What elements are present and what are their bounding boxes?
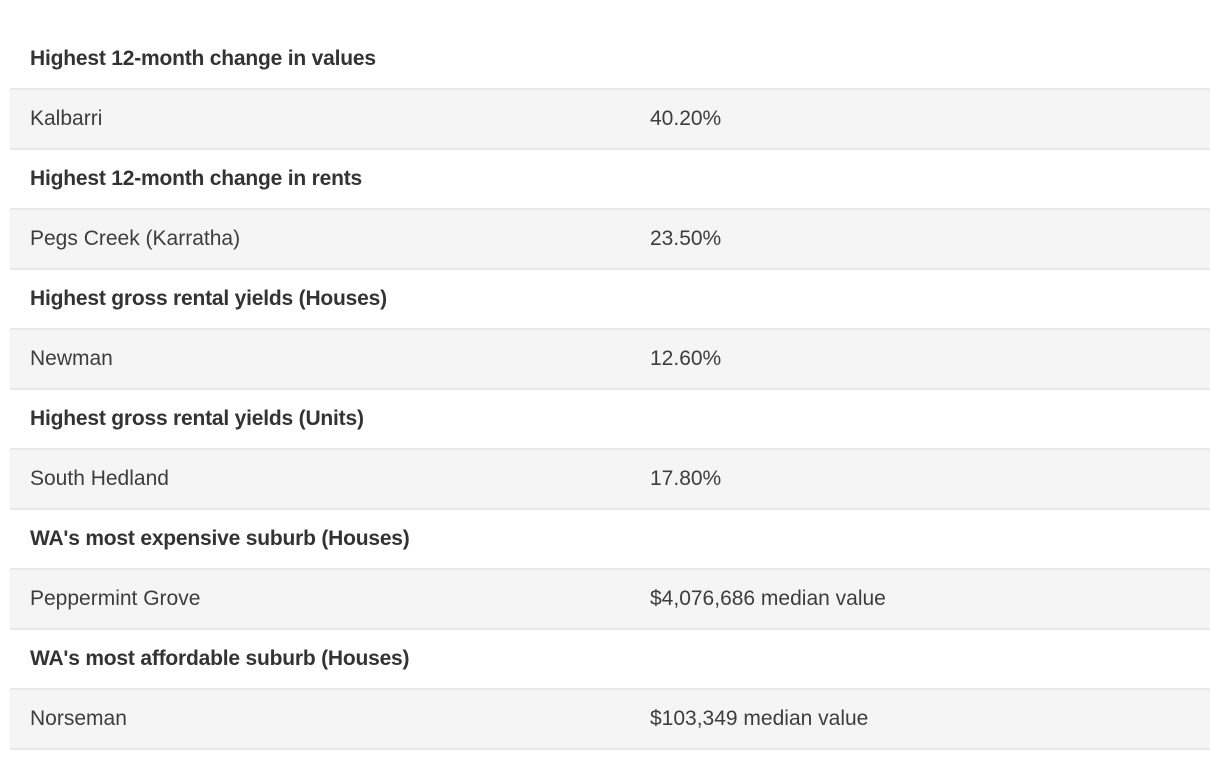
- section-heading: Highest 12-month change in rents: [30, 167, 362, 191]
- section-heading-row: Highest gross rental yields (Units): [10, 390, 1210, 450]
- section-heading-row: Highest 12-month change in values: [10, 30, 1210, 90]
- wa-property-stats-table: Highest 12-month change in values Kalbar…: [10, 30, 1210, 750]
- suburb-value: 12.60%: [650, 347, 722, 371]
- suburb-name: Pegs Creek (Karratha): [30, 227, 241, 251]
- suburb-value: $4,076,686 median value: [650, 587, 886, 611]
- table-row: Norseman $103,349 median value: [10, 690, 1210, 750]
- suburb-value: 17.80%: [650, 467, 722, 491]
- section-heading: Highest gross rental yields (Houses): [30, 287, 387, 311]
- section-heading-row: WA's most affordable suburb (Houses): [10, 630, 1210, 690]
- table-row: Peppermint Grove $4,076,686 median value: [10, 570, 1210, 630]
- section-heading-row: Highest gross rental yields (Houses): [10, 270, 1210, 330]
- section-heading-row: Highest 12-month change in rents: [10, 150, 1210, 210]
- suburb-name: Newman: [30, 347, 113, 371]
- section-heading: WA's most expensive suburb (Houses): [30, 527, 410, 551]
- table-row: South Hedland 17.80%: [10, 450, 1210, 510]
- section-heading: Highest gross rental yields (Units): [30, 407, 364, 431]
- suburb-name: Norseman: [30, 707, 127, 731]
- table-row: Kalbarri 40.20%: [10, 90, 1210, 150]
- suburb-value: 23.50%: [650, 227, 722, 251]
- suburb-name: South Hedland: [30, 467, 169, 491]
- section-heading-row: WA's most expensive suburb (Houses): [10, 510, 1210, 570]
- suburb-value: 40.20%: [650, 107, 722, 131]
- section-heading: Highest 12-month change in values: [30, 47, 376, 71]
- table-row: Pegs Creek (Karratha) 23.50%: [10, 210, 1210, 270]
- suburb-name: Peppermint Grove: [30, 587, 201, 611]
- suburb-value: $103,349 median value: [650, 707, 869, 731]
- suburb-name: Kalbarri: [30, 107, 103, 131]
- table-row: Newman 12.60%: [10, 330, 1210, 390]
- section-heading: WA's most affordable suburb (Houses): [30, 647, 410, 671]
